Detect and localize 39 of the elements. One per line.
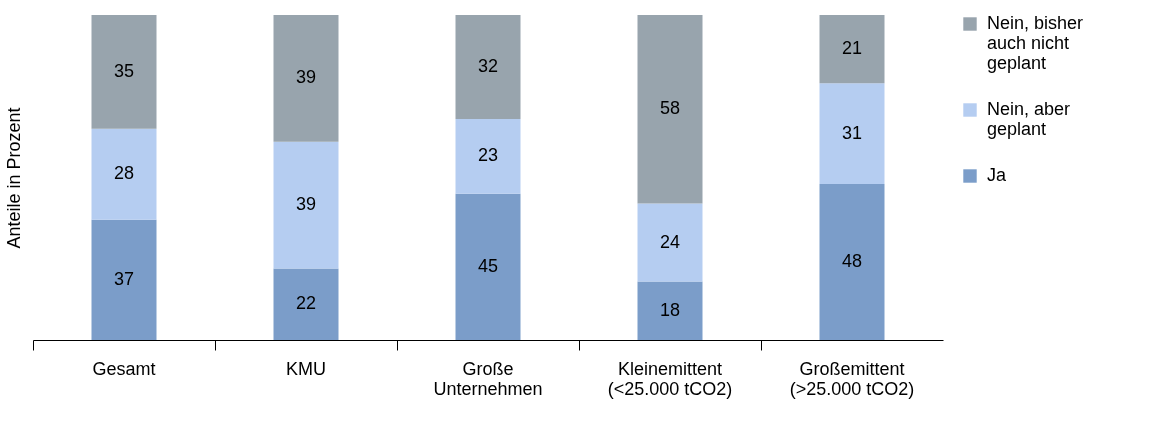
bar — [273, 141, 339, 269]
legend-label: Ja — [987, 165, 1007, 185]
x-tick-label: Große Unternehmen — [433, 358, 543, 399]
data-label: 39 — [295, 67, 317, 88]
bar — [637, 15, 703, 204]
bar — [637, 281, 703, 340]
bar — [91, 128, 157, 220]
data-label: 32 — [477, 56, 499, 76]
bar — [819, 184, 885, 340]
x-tick-label: KMU — [286, 358, 326, 379]
y-axis-title: Anteile in Prozent — [3, 107, 24, 249]
x-tick-label: Gesamt — [92, 358, 156, 379]
data-label: 31 — [841, 122, 863, 143]
data-label: 45 — [477, 255, 499, 276]
bar — [637, 203, 703, 282]
data-label: 48 — [841, 251, 863, 271]
bar — [819, 83, 885, 184]
bar — [273, 268, 339, 340]
bar — [455, 119, 521, 194]
x-tick-label: Kleinemittent (<25.000 tCO2) — [607, 358, 733, 399]
data-label: 18 — [659, 299, 681, 320]
data-label: 37 — [113, 268, 135, 289]
legend-label: Nein, aber geplant — [987, 99, 1071, 139]
bar — [273, 15, 339, 142]
bar — [91, 219, 157, 340]
bar — [819, 15, 885, 84]
data-label: 21 — [841, 38, 863, 59]
x-tick-label: Großemittent (>25.000 tCO2) — [789, 358, 915, 399]
data-label: 23 — [477, 145, 499, 166]
data-label: 35 — [113, 60, 135, 81]
bar — [455, 15, 521, 119]
bar — [455, 193, 521, 340]
data-label: 39 — [295, 194, 317, 215]
data-label: 24 — [659, 231, 681, 252]
data-label: 58 — [659, 98, 681, 119]
bar — [91, 15, 157, 129]
data-label: 28 — [113, 163, 135, 184]
legend-label: Nein, bisher auch nicht geplant — [987, 13, 1084, 73]
data-label: 22 — [295, 293, 317, 314]
